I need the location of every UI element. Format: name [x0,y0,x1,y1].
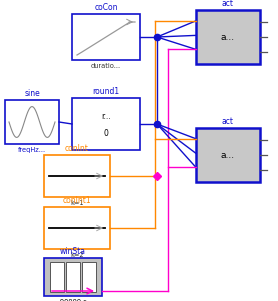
Text: winSta: winSta [60,247,86,256]
Text: freqHz...: freqHz... [18,147,46,153]
Bar [196,10,260,64]
Bar [72,14,140,60]
Bar [5,100,59,144]
Bar [44,207,110,249]
Text: conInt: conInt [65,144,89,153]
Text: k=1: k=1 [70,200,84,206]
Text: sine: sine [24,89,40,98]
Bar [72,98,140,150]
Text: k=2: k=2 [70,252,84,258]
Text: act: act [222,117,234,126]
Text: 0: 0 [104,129,108,138]
Text: a...: a... [221,33,235,42]
Text: duratio...: duratio... [91,63,121,69]
Text: 90000 s: 90000 s [59,299,86,301]
Bar [82,262,96,292]
Text: act: act [222,0,234,8]
Bar [50,262,64,292]
Bar [66,262,80,292]
Text: conInt1: conInt1 [63,196,91,205]
Text: coCon: coCon [94,3,118,12]
Bar [44,155,110,197]
Text: r...: r... [101,112,111,121]
Text: round1: round1 [93,87,120,96]
Bar [44,258,102,296]
Text: a...: a... [221,150,235,160]
Bar [196,128,260,182]
